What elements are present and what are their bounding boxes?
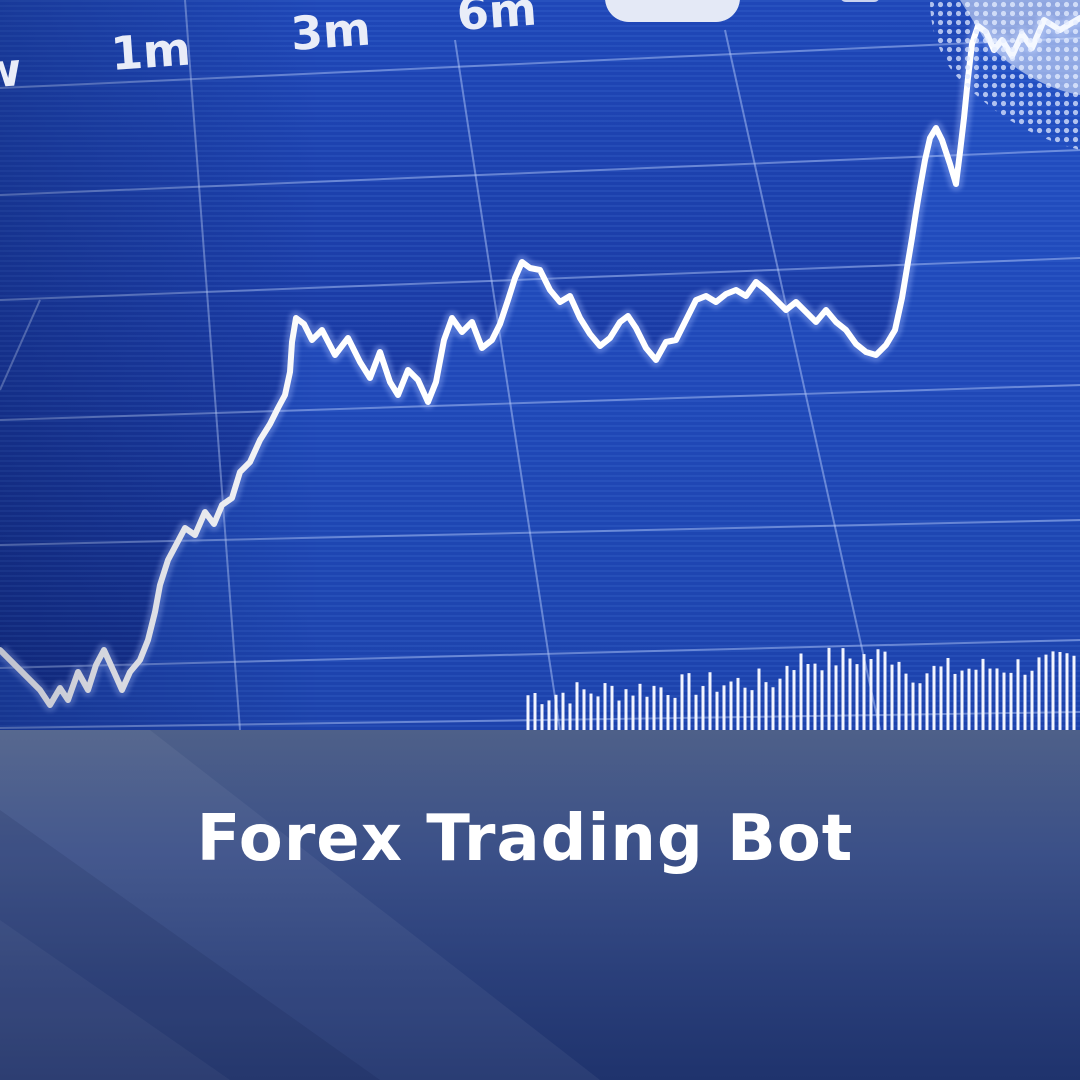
diagonal-stripe: [0, 730, 600, 1080]
banner-diagonal-shapes: [0, 730, 600, 1080]
diagonal-stripe: [0, 920, 230, 1080]
timeframe-label-partial: [841, 0, 879, 2]
timeframe-label: w: [0, 42, 23, 99]
timeframe-3m: 3m: [289, 2, 373, 61]
timeframe-6m: 6m: [455, 0, 539, 41]
timeframe-1m: 1m: [109, 22, 193, 81]
diagonal-stripe: [0, 810, 380, 1080]
chart-screen: w 1m 3m 6m: [0, 0, 1080, 730]
timeframe-selected-pill: [605, 0, 740, 22]
title-banner: Forex Trading Bot: [0, 730, 1080, 1080]
vignette: [0, 0, 1080, 730]
banner-title: Forex Trading Bot: [196, 802, 854, 876]
stock-chart-photo: w 1m 3m 6m: [0, 0, 1080, 730]
